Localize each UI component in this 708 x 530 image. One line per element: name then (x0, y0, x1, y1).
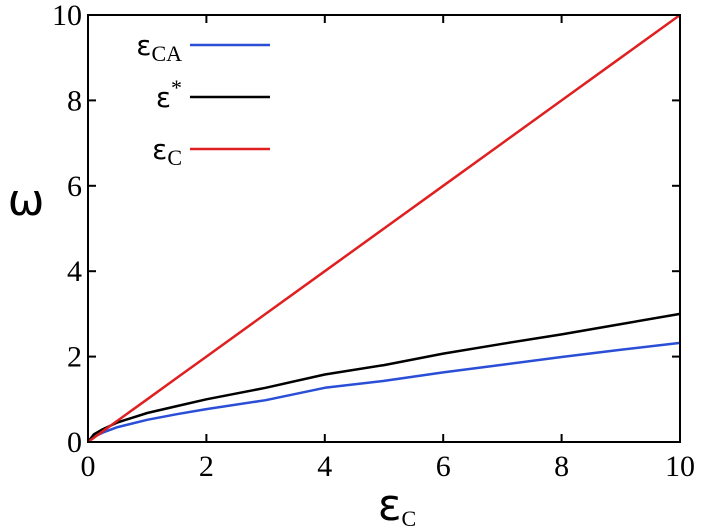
x-axis-label: εC (378, 480, 416, 530)
y-tick-label: 2 (67, 341, 82, 374)
x-tick-label: 4 (317, 450, 332, 483)
axis-ticks: 0 2 4 6 8 10 0 2 4 6 8 10 (52, 0, 695, 483)
x-tick-label: 8 (554, 450, 569, 483)
x-axis-label-sub: C (402, 506, 417, 530)
y-tick-label: 0 (67, 426, 82, 459)
x-tick-label: 0 (81, 450, 96, 483)
y-tick-label: 8 (67, 84, 82, 117)
y-tick-label: 6 (67, 170, 82, 203)
legend-label-sub: C (167, 145, 182, 170)
y-tick-label: 4 (67, 255, 82, 288)
legend-label-main: ε (156, 81, 171, 114)
series-line-2 (87, 13, 681, 444)
y-axis-label: ω (8, 175, 45, 226)
legend-label-sub: CA (151, 41, 182, 66)
legend-item-2: εC (152, 133, 270, 170)
legend-item-1: ε* (156, 75, 270, 114)
legend-item-0: εCA (136, 29, 270, 66)
series-lines (87, 13, 681, 444)
x-tick-label: 2 (199, 450, 214, 483)
x-tick-label: 10 (665, 450, 695, 483)
legend-label-main: ε (152, 133, 167, 166)
legend-label: εCA (136, 29, 182, 66)
series-line-0 (87, 341, 681, 443)
legend-label-main: ε (136, 29, 151, 62)
x-axis-label-main: ε (378, 480, 402, 530)
legend-label-sup: * (171, 75, 182, 100)
y-tick-label: 10 (52, 0, 82, 32)
legend-label: ε* (156, 75, 182, 114)
legend-label: εC (152, 133, 182, 170)
plot-frame (87, 14, 681, 443)
x-tick-label: 6 (436, 450, 451, 483)
